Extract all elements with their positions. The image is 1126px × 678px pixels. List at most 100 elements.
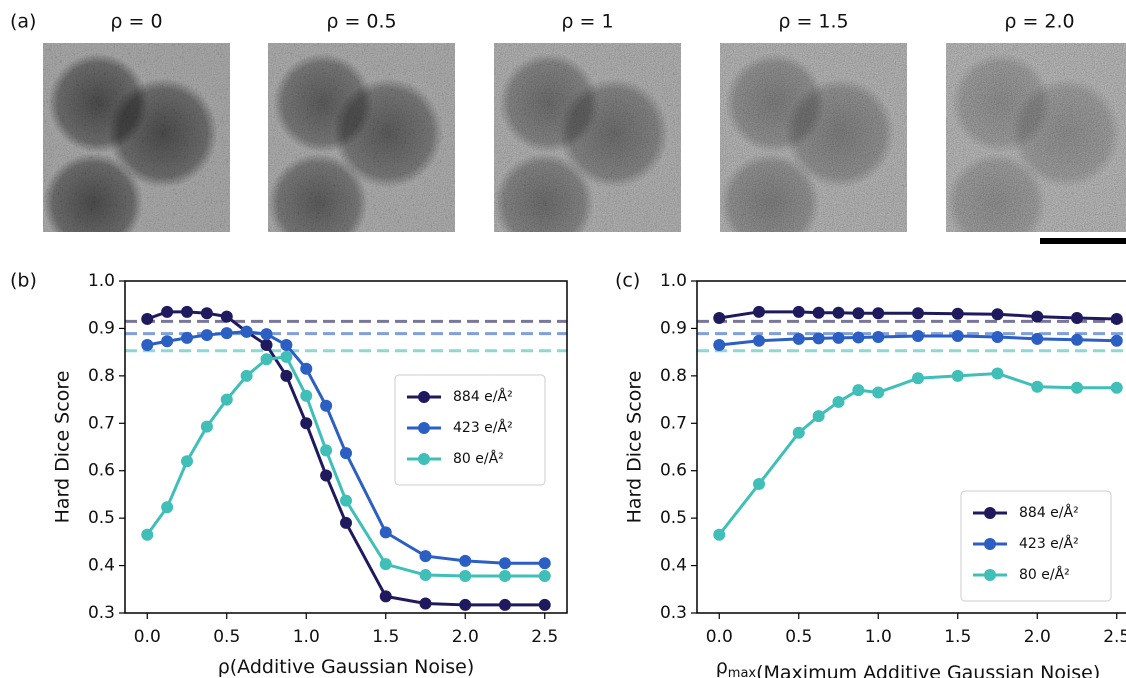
y-tick-label: 0.6 bbox=[88, 461, 115, 481]
series-line bbox=[146, 310, 545, 607]
data-point bbox=[379, 558, 392, 571]
y-tick-label: 0.8 bbox=[88, 366, 115, 386]
x-tick-label: 2.0 bbox=[452, 627, 479, 647]
data-point bbox=[812, 306, 825, 319]
x-tick-label: 2.0 bbox=[1024, 627, 1051, 647]
data-point bbox=[200, 329, 213, 342]
data-point bbox=[1110, 381, 1123, 394]
x-label-subscript: max bbox=[728, 666, 757, 678]
x-axis-label: ρ(Additive Gaussian Noise) bbox=[218, 656, 475, 678]
image-title: ρ = 2.0 bbox=[1004, 11, 1074, 33]
axes-frame bbox=[124, 280, 568, 614]
y-tick-label: 0.3 bbox=[660, 603, 687, 623]
data-point bbox=[240, 369, 253, 382]
y-tick-label: 0.9 bbox=[88, 318, 115, 338]
legend-label: 884 e/Å² bbox=[1019, 504, 1079, 521]
y-tick-label: 0.6 bbox=[660, 461, 687, 481]
data-point bbox=[141, 528, 154, 541]
data-point bbox=[872, 330, 885, 343]
data-point bbox=[498, 570, 511, 583]
data-point bbox=[181, 455, 194, 468]
data-point bbox=[141, 339, 154, 352]
data-point bbox=[991, 367, 1004, 380]
x-tick-label: 1.0 bbox=[293, 627, 320, 647]
data-point bbox=[792, 332, 805, 345]
data-point bbox=[991, 308, 1004, 321]
data-point bbox=[459, 554, 472, 567]
lattice bbox=[720, 43, 907, 232]
data-point bbox=[812, 332, 825, 345]
legend-label: 423 e/Å² bbox=[1019, 535, 1079, 552]
data-point bbox=[538, 557, 551, 570]
data-point bbox=[832, 306, 845, 319]
data-point bbox=[912, 372, 924, 385]
data-point bbox=[280, 350, 293, 363]
data-point bbox=[340, 494, 352, 507]
data-point bbox=[181, 331, 194, 344]
legend-marker bbox=[984, 507, 996, 519]
y-tick-label: 0.3 bbox=[88, 603, 115, 623]
data-point bbox=[300, 389, 313, 402]
data-point bbox=[912, 330, 924, 343]
data-point bbox=[161, 335, 174, 348]
data-point bbox=[1070, 381, 1083, 394]
data-point bbox=[713, 311, 726, 324]
data-point bbox=[753, 305, 766, 318]
data-point bbox=[161, 305, 174, 318]
y-axis-label: Hard Dice Score bbox=[52, 371, 74, 524]
data-point bbox=[832, 395, 845, 408]
data-point bbox=[260, 328, 273, 341]
legend-label: 423 e/Å² bbox=[453, 419, 513, 436]
legend-marker bbox=[984, 569, 996, 581]
data-point bbox=[538, 598, 551, 611]
data-point bbox=[419, 597, 432, 610]
micrograph bbox=[268, 43, 455, 232]
image-title: ρ = 0.5 bbox=[326, 11, 396, 33]
data-point bbox=[498, 557, 511, 570]
legend-marker bbox=[418, 391, 430, 403]
image-title: ρ = 0 bbox=[110, 11, 162, 33]
data-point bbox=[1070, 333, 1083, 346]
data-point bbox=[320, 399, 333, 412]
y-tick-label: 0.7 bbox=[88, 413, 115, 433]
micrograph bbox=[720, 43, 907, 232]
data-point bbox=[713, 339, 726, 352]
x-label-symbol: ρ bbox=[716, 656, 728, 678]
data-point bbox=[320, 444, 333, 457]
data-point bbox=[832, 331, 845, 344]
data-point bbox=[753, 477, 766, 490]
data-point bbox=[912, 307, 924, 320]
data-point bbox=[538, 570, 551, 583]
data-point bbox=[792, 426, 805, 439]
data-point bbox=[1031, 380, 1044, 393]
lattice bbox=[494, 43, 681, 232]
legend-label: 80 e/Å² bbox=[1019, 566, 1070, 583]
panel-label: (c) bbox=[615, 270, 640, 292]
x-tick-label: 0.0 bbox=[134, 627, 161, 647]
y-tick-label: 0.4 bbox=[88, 556, 115, 576]
data-point bbox=[852, 307, 865, 320]
panel-label: (b) bbox=[10, 270, 37, 292]
data-point bbox=[1110, 334, 1123, 347]
x-label-text: (Additive Gaussian Noise) bbox=[230, 656, 475, 678]
data-point bbox=[1110, 312, 1123, 325]
plot-area bbox=[125, 305, 567, 611]
y-tick-label: 0.9 bbox=[660, 318, 687, 338]
micrograph bbox=[946, 43, 1126, 232]
data-point bbox=[753, 334, 766, 347]
data-point bbox=[459, 570, 472, 583]
data-point bbox=[379, 590, 392, 603]
series-line bbox=[146, 330, 545, 565]
legend-marker bbox=[418, 453, 430, 465]
series-line bbox=[146, 355, 545, 578]
x-tick-label: 1.5 bbox=[372, 627, 399, 647]
legend-marker bbox=[984, 538, 996, 550]
data-point bbox=[200, 420, 213, 433]
x-tick-label: 0.5 bbox=[213, 627, 240, 647]
data-point bbox=[200, 307, 213, 320]
y-axis-label: Hard Dice Score bbox=[624, 371, 646, 524]
data-point bbox=[991, 330, 1004, 343]
x-tick-label: 1.0 bbox=[865, 627, 892, 647]
x-label-text: (Maximum Additive Gaussian Noise) bbox=[756, 662, 1100, 678]
